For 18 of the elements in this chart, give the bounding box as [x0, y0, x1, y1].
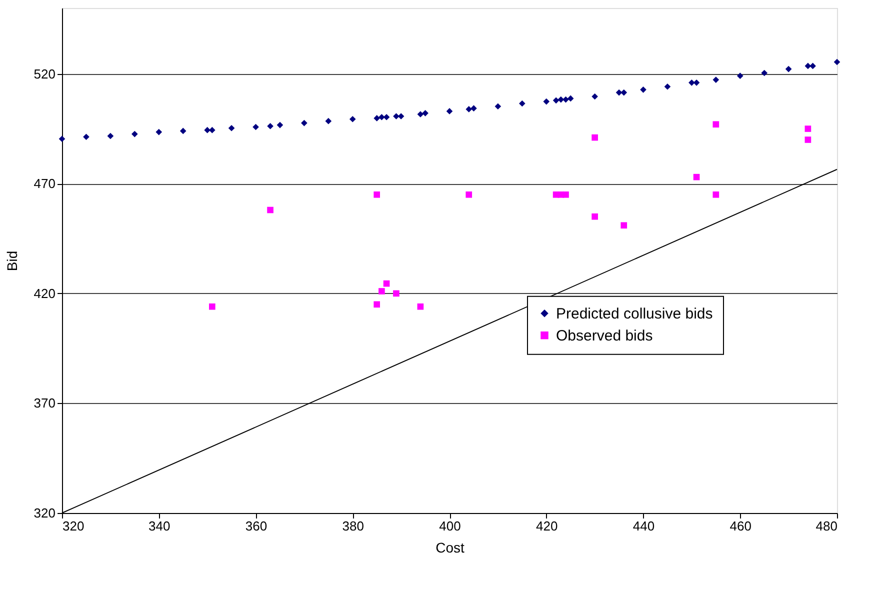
x-axis-title: Cost — [436, 540, 464, 556]
x-tick-label: 340 — [148, 518, 170, 534]
x-tick-label: 380 — [342, 518, 364, 534]
y-axis-title: Bid — [4, 250, 20, 272]
x-tick-label: 320 — [62, 518, 84, 534]
legend-label: Observed bids — [556, 327, 653, 344]
x-tick-label: 460 — [730, 518, 752, 534]
y-tick-label: 520 — [34, 66, 56, 82]
x-tick-label: 400 — [439, 518, 461, 534]
x-tick-label: 440 — [632, 518, 655, 534]
legend-label: Predicted collusive bids — [556, 305, 713, 322]
y-tick-label: 320 — [34, 506, 56, 520]
x-tick-label: 420 — [536, 518, 558, 534]
y-tick-label: 370 — [34, 396, 56, 411]
x-tick-label: 480 — [816, 518, 838, 534]
y-tick-label: 470 — [34, 176, 56, 192]
y-tick-label: 420 — [34, 286, 56, 301]
x-tick-label: 360 — [245, 518, 268, 534]
